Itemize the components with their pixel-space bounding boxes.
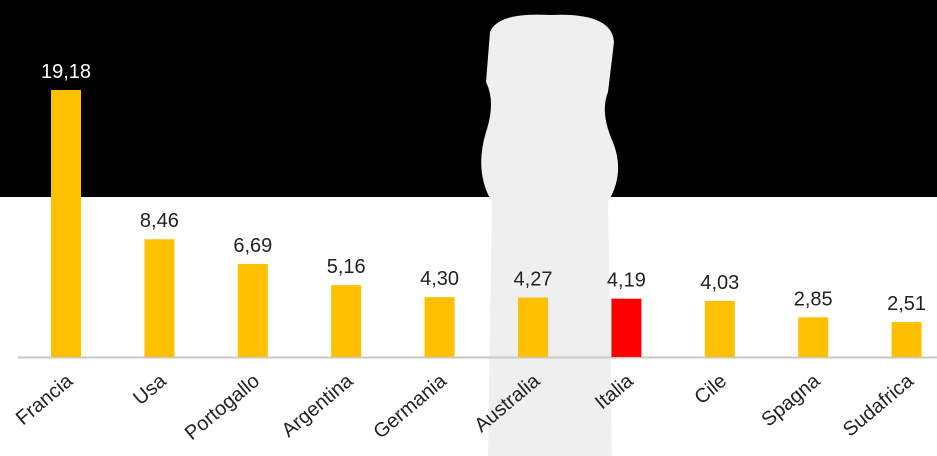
value-label: 5,16 — [327, 256, 366, 278]
value-label: 4,30 — [420, 268, 459, 290]
bar — [611, 298, 642, 357]
value-label: 8,46 — [140, 210, 179, 232]
bar — [331, 285, 362, 357]
bar — [891, 322, 922, 357]
bar — [424, 297, 455, 357]
bar — [798, 317, 829, 357]
bar — [518, 297, 548, 357]
value-label: 4,03 — [700, 272, 739, 294]
value-label: 4,27 — [514, 269, 553, 291]
bar — [144, 239, 175, 357]
bar — [704, 300, 735, 357]
bar — [51, 90, 81, 357]
value-label: 6,69 — [233, 235, 272, 257]
background-dark — [0, 0, 937, 197]
value-label: 4,19 — [607, 270, 646, 292]
value-label: 2,51 — [887, 293, 926, 315]
bar — [237, 263, 268, 357]
background-light — [0, 197, 937, 456]
value-label: 19,18 — [41, 61, 91, 83]
value-label: 2,85 — [794, 288, 833, 310]
bottle-silhouette — [481, 14, 619, 456]
